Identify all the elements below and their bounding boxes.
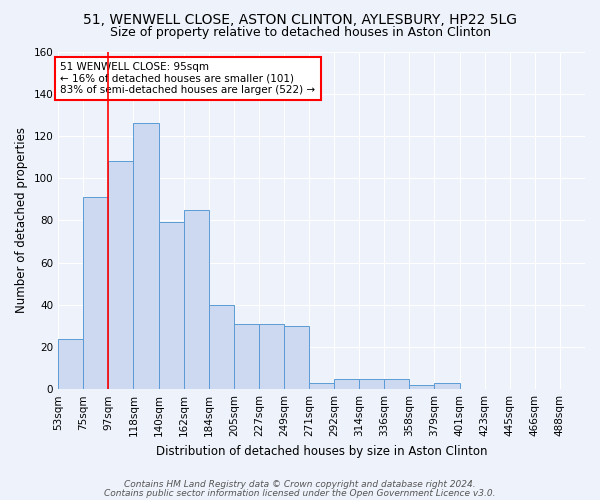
Bar: [83, 197, 109, 389]
Text: 51, WENWELL CLOSE, ASTON CLINTON, AYLESBURY, HP22 5LG: 51, WENWELL CLOSE, ASTON CLINTON, AYLESB…: [83, 12, 517, 26]
Bar: [409, 385, 434, 389]
Bar: [309, 383, 334, 389]
Bar: [184, 210, 209, 389]
Bar: [434, 383, 460, 389]
Bar: [284, 326, 309, 389]
Bar: [133, 124, 158, 389]
Text: 51 WENWELL CLOSE: 95sqm
← 16% of detached houses are smaller (101)
83% of semi-d: 51 WENWELL CLOSE: 95sqm ← 16% of detache…: [60, 62, 315, 96]
Text: Contains public sector information licensed under the Open Government Licence v3: Contains public sector information licen…: [104, 488, 496, 498]
Bar: [359, 378, 385, 389]
Bar: [58, 338, 83, 389]
Y-axis label: Number of detached properties: Number of detached properties: [15, 128, 28, 314]
Bar: [158, 222, 184, 389]
Bar: [234, 324, 259, 389]
Bar: [209, 305, 234, 389]
Bar: [259, 324, 284, 389]
Bar: [385, 378, 409, 389]
Bar: [334, 378, 359, 389]
Text: Contains HM Land Registry data © Crown copyright and database right 2024.: Contains HM Land Registry data © Crown c…: [124, 480, 476, 489]
Bar: [109, 161, 133, 389]
X-axis label: Distribution of detached houses by size in Aston Clinton: Distribution of detached houses by size …: [156, 444, 487, 458]
Text: Size of property relative to detached houses in Aston Clinton: Size of property relative to detached ho…: [110, 26, 491, 39]
